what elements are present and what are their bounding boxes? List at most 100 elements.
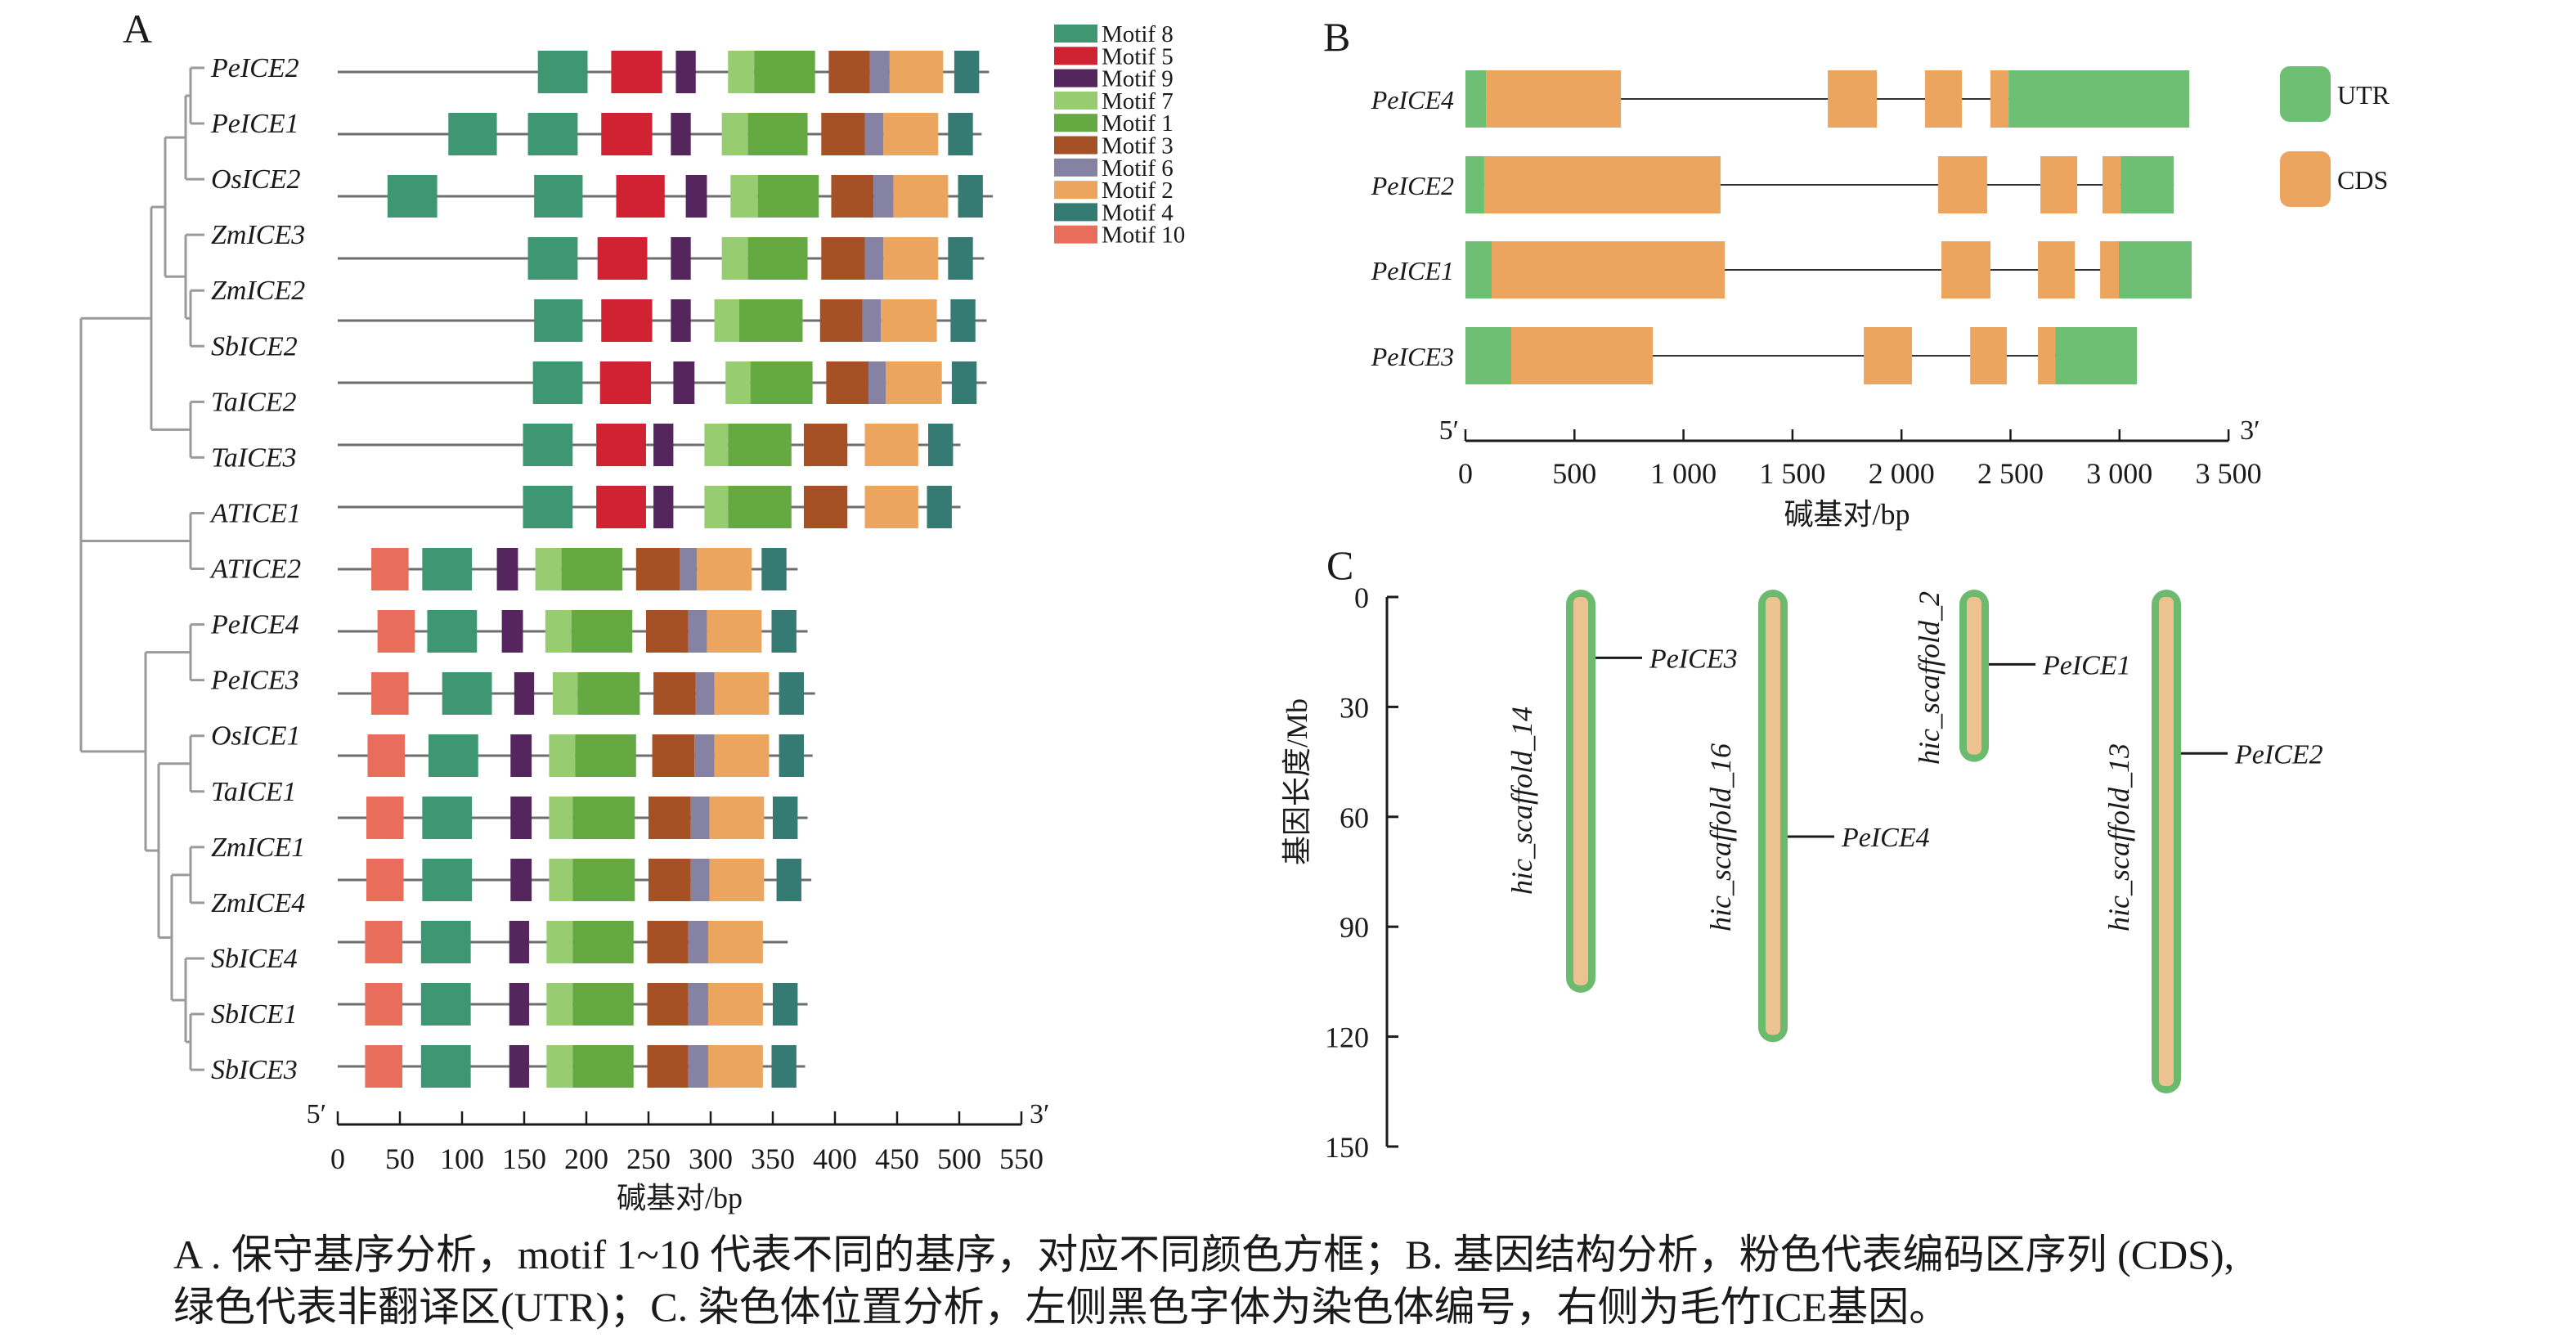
axis-tick-label: 500 (937, 1142, 981, 1175)
motif-10-box (365, 921, 403, 963)
motif-4-box (948, 237, 973, 280)
gene-label: PeICE4 (1371, 85, 1454, 114)
motif-2-box (886, 361, 942, 404)
gene-label: PeICE1 (1371, 256, 1454, 285)
motif-3-box (821, 237, 865, 280)
motif-5-box (601, 113, 653, 155)
cds-block (1491, 241, 1725, 298)
motif-9-box (514, 672, 535, 715)
axis-tick-label: 0 (1458, 457, 1473, 490)
axis-tick-label: 450 (875, 1142, 919, 1175)
motif-8-box (527, 237, 578, 280)
motif-2-box (697, 548, 752, 590)
cds-block (2040, 156, 2078, 213)
legend-swatch-motif-4 (1054, 203, 1097, 222)
motif-2-box (707, 610, 762, 653)
motif-8-box (534, 175, 583, 218)
motif-2-box (864, 486, 918, 528)
motif-3-box (647, 921, 689, 963)
panel-label-c: C (1326, 542, 1353, 588)
axis-tick-label: 90 (1340, 911, 1369, 944)
axis-tick-label: 120 (1325, 1021, 1369, 1054)
motif-6-box (869, 51, 890, 93)
motif-row (338, 921, 788, 963)
motif-4-box (927, 486, 952, 528)
panel-a-axis: 0 50 100 150 200 250 300 350 400 450 500 550 5′ 3′ 碱基对… (307, 1099, 1050, 1214)
motif-10-box (365, 983, 403, 1026)
motif-10-box (371, 672, 409, 715)
motif-7-box (549, 859, 573, 901)
motif-3-box (648, 797, 691, 839)
gene-marker-label: PeICE4 (1841, 823, 1930, 853)
motif-9-box (653, 486, 674, 528)
motif-row (338, 299, 987, 342)
motif-7-box (704, 486, 729, 528)
motif-8-box (420, 921, 471, 963)
motif-row (338, 797, 808, 839)
chromosomes: hic_scaffold_14 PeICE3 hic_scaffold_16 PeIC… (1506, 590, 2323, 1094)
motif-8-box (527, 113, 578, 155)
motif-1-box (561, 548, 623, 590)
motif-2-box (709, 797, 765, 839)
axis-tick-label: 550 (999, 1142, 1043, 1175)
motif-4-box (928, 424, 954, 466)
gene-label: SbICE4 (211, 944, 298, 974)
five-prime-label: 5′ (307, 1099, 326, 1129)
motif-7-box (730, 175, 758, 218)
motif-7-box (546, 921, 573, 963)
legend-label: Motif 4 (1102, 200, 1174, 226)
axis-tick-label: 3 000 (2086, 457, 2152, 490)
axis-tick-label: 2 500 (1977, 457, 2044, 490)
motif-8-box (420, 983, 471, 1026)
chromosome: hic_scaffold_14 PeICE3 (1506, 590, 1738, 993)
legend-swatch-motif-5 (1054, 47, 1097, 65)
motif-9-box (509, 1045, 530, 1088)
motif-7-box (546, 1045, 573, 1088)
chromosome-body (1766, 597, 1780, 1035)
motif-2-box (707, 983, 763, 1026)
cds-block (1937, 156, 1987, 213)
motif-8-box (422, 797, 473, 839)
motif-9-box (510, 734, 532, 777)
motif-4-box (958, 175, 983, 218)
motif-7-box (546, 983, 573, 1026)
motif-row (338, 734, 813, 777)
legend-label: Motif 3 (1102, 133, 1174, 159)
motif-10-box (371, 548, 409, 590)
utr-block (2055, 327, 2138, 384)
legend-swatch-utr (2280, 66, 2331, 122)
utr-block (1465, 156, 1484, 213)
motif-1-box (750, 361, 813, 404)
axis-title: 碱基对/bp (617, 1182, 743, 1214)
axis-title: 碱基对/bp (1784, 498, 1910, 531)
motif-3-box (635, 548, 680, 590)
motif-4-box (771, 610, 797, 653)
motif-1-box (571, 610, 633, 653)
motif-9-box (671, 113, 691, 155)
motif-9-box (501, 610, 523, 653)
motif-row (338, 548, 798, 590)
legend-swatch-motif-2 (1054, 181, 1097, 200)
axis-tick-label: 1 500 (1759, 457, 1825, 490)
gene-label: PeICE1 (210, 109, 299, 139)
gene-structure-row: PeICE1 (1371, 241, 2192, 298)
gene-label: PeICE2 (210, 53, 299, 83)
legend-label: Motif 2 (1102, 177, 1174, 204)
cds-block (1970, 327, 2007, 384)
cds-block (2103, 156, 2121, 213)
motif-1-box (728, 424, 792, 466)
motif-row (338, 424, 961, 466)
phylogenetic-tree (79, 66, 204, 1071)
legend-swatch-cds (2280, 151, 2331, 207)
chromosome: hic_scaffold_13 PeICE2 (2103, 590, 2323, 1094)
motif-7-box (725, 361, 751, 404)
motif-3-box (648, 859, 691, 901)
motif-5-box (596, 486, 646, 528)
motif-3-box (652, 734, 695, 777)
gene-label: ATICE1 (209, 498, 301, 528)
motif-9-box (673, 361, 695, 404)
motif-1-box (572, 797, 635, 839)
motif-4-box (773, 983, 798, 1026)
